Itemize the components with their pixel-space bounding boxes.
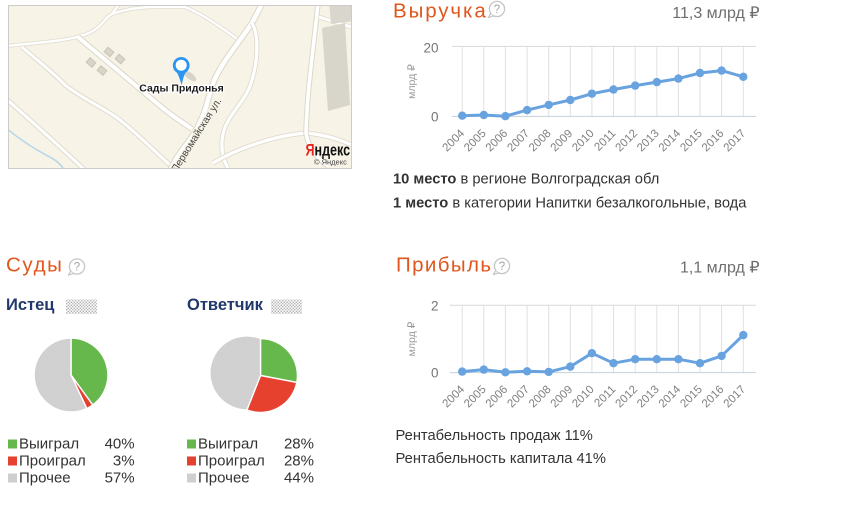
svg-text:Рентабельность капитала 41%: Рентабельность капитала 41% <box>396 451 606 467</box>
svg-text:Выиграл: Выиграл <box>198 436 258 453</box>
svg-text:Рентабельность продаж 11%: Рентабельность продаж 11% <box>396 428 593 444</box>
svg-text:?: ? <box>499 261 505 273</box>
svg-text:2010: 2010 <box>570 384 597 411</box>
svg-text:2005: 2005 <box>462 128 489 155</box>
svg-text:Истец: Истец <box>6 296 54 314</box>
svg-text:2012: 2012 <box>614 384 641 411</box>
svg-text:2: 2 <box>431 298 439 313</box>
svg-text:1,1 млрд ₽: 1,1 млрд ₽ <box>680 260 760 277</box>
svg-text:0: 0 <box>431 109 439 124</box>
svg-text:© Яндекс: © Яндекс <box>314 158 347 167</box>
svg-text:1 место в категории Напитки бе: 1 место в категории Напитки безалкогольн… <box>393 196 747 212</box>
svg-text:2011: 2011 <box>592 128 618 154</box>
svg-text:28%: 28% <box>284 453 314 470</box>
svg-text:2004: 2004 <box>441 127 468 154</box>
svg-text:20: 20 <box>423 40 438 55</box>
svg-text:Суды: Суды <box>6 254 63 277</box>
svg-text:Выручка: Выручка <box>393 0 488 23</box>
svg-text:2015: 2015 <box>678 384 705 411</box>
svg-text:0: 0 <box>431 365 439 380</box>
svg-text:2016: 2016 <box>700 128 727 155</box>
svg-text:Прочее: Прочее <box>198 470 250 487</box>
svg-text:Прочее: Прочее <box>19 470 71 487</box>
svg-text:2013: 2013 <box>635 128 662 155</box>
svg-text:2017: 2017 <box>722 384 749 411</box>
svg-text:2006: 2006 <box>484 384 511 411</box>
svg-text:57%: 57% <box>105 470 135 487</box>
svg-text:2009: 2009 <box>549 128 576 155</box>
svg-text:Проиграл: Проиграл <box>19 453 86 470</box>
svg-text:Проиграл: Проиграл <box>198 453 265 470</box>
svg-text:?: ? <box>74 262 80 274</box>
svg-text:44%: 44% <box>284 470 314 487</box>
svg-text:2015: 2015 <box>678 128 705 155</box>
svg-text:2005: 2005 <box>462 384 489 411</box>
svg-text:2014: 2014 <box>657 127 684 154</box>
svg-text:Прибыль: Прибыль <box>396 254 493 277</box>
svg-text:млрд ₽: млрд ₽ <box>406 64 418 99</box>
svg-text:Яндекс: Яндекс <box>306 142 351 160</box>
svg-text:2016: 2016 <box>700 384 727 411</box>
svg-text:2008: 2008 <box>527 128 554 155</box>
svg-text:?: ? <box>494 4 500 16</box>
svg-text:11,3 млрд ₽: 11,3 млрд ₽ <box>672 5 759 22</box>
svg-text:2007: 2007 <box>505 128 532 155</box>
svg-text:2008: 2008 <box>527 384 554 411</box>
svg-text:Выиграл: Выиграл <box>19 436 79 453</box>
svg-text:2014: 2014 <box>657 383 684 410</box>
svg-text:28%: 28% <box>284 436 314 453</box>
svg-text:Ответчик: Ответчик <box>187 296 264 314</box>
svg-text:3%: 3% <box>113 453 135 470</box>
svg-text:млрд ₽: млрд ₽ <box>406 321 418 356</box>
svg-text:2011: 2011 <box>592 384 618 410</box>
svg-text:Сады Придонья: Сады Придонья <box>139 83 224 95</box>
svg-text:2017: 2017 <box>722 128 749 155</box>
svg-text:2013: 2013 <box>635 384 662 411</box>
svg-text:2009: 2009 <box>549 384 576 411</box>
svg-text:2012: 2012 <box>614 128 641 155</box>
svg-text:2010: 2010 <box>570 128 597 155</box>
svg-text:2004: 2004 <box>441 383 468 410</box>
svg-text:2006: 2006 <box>484 128 511 155</box>
svg-text:40%: 40% <box>105 436 135 453</box>
svg-text:2007: 2007 <box>505 384 532 411</box>
svg-text:10 место в регионе Волгоградск: 10 место в регионе Волгоградская обл <box>393 171 659 187</box>
